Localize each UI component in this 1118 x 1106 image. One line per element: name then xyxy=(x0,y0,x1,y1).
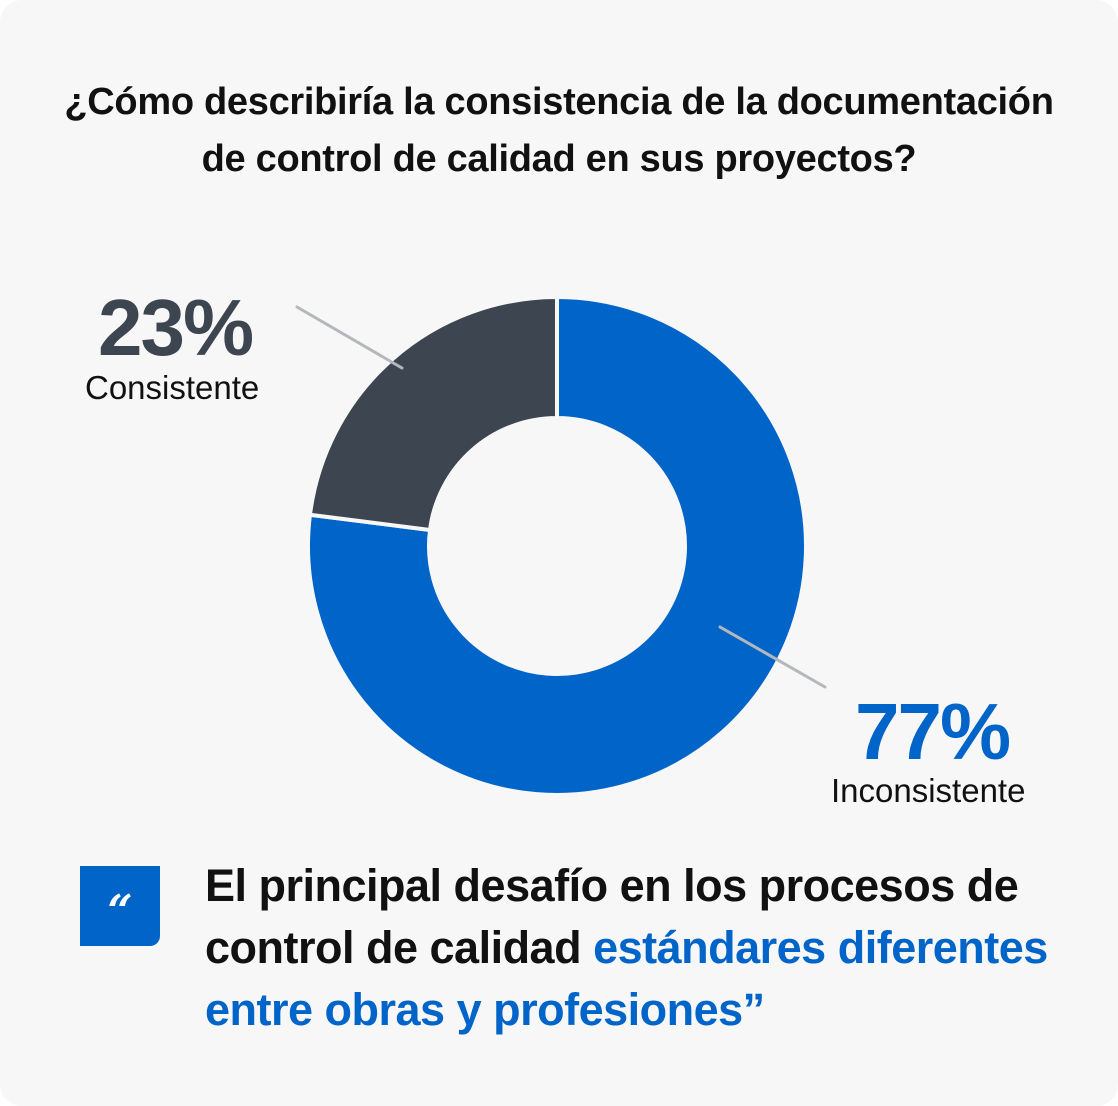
data-label-inconsistente-name: Inconsistente xyxy=(831,772,1026,809)
donut-slice-inconsistente xyxy=(306,294,808,797)
quote-open-icon: “ xyxy=(80,866,160,946)
quote-main-text: El principal desafío en los procesos de … xyxy=(205,860,1019,973)
quote-text: El principal desafío en los procesos de … xyxy=(205,855,1085,1041)
leader-line-consistente xyxy=(295,305,404,370)
quote-highlight-text: estándares diferentes entre obras y prof… xyxy=(205,922,1048,1035)
leader-line-inconsistente xyxy=(718,625,827,689)
data-label-consistente-name: Consistente xyxy=(85,369,260,406)
chart-title: ¿Cómo describiría la consistencia de la … xyxy=(64,81,1054,180)
data-label-inconsistente-value: 77% xyxy=(855,687,1011,776)
data-label-consistente-value: 23% xyxy=(98,283,254,372)
donut-slice-consistente xyxy=(307,294,559,533)
